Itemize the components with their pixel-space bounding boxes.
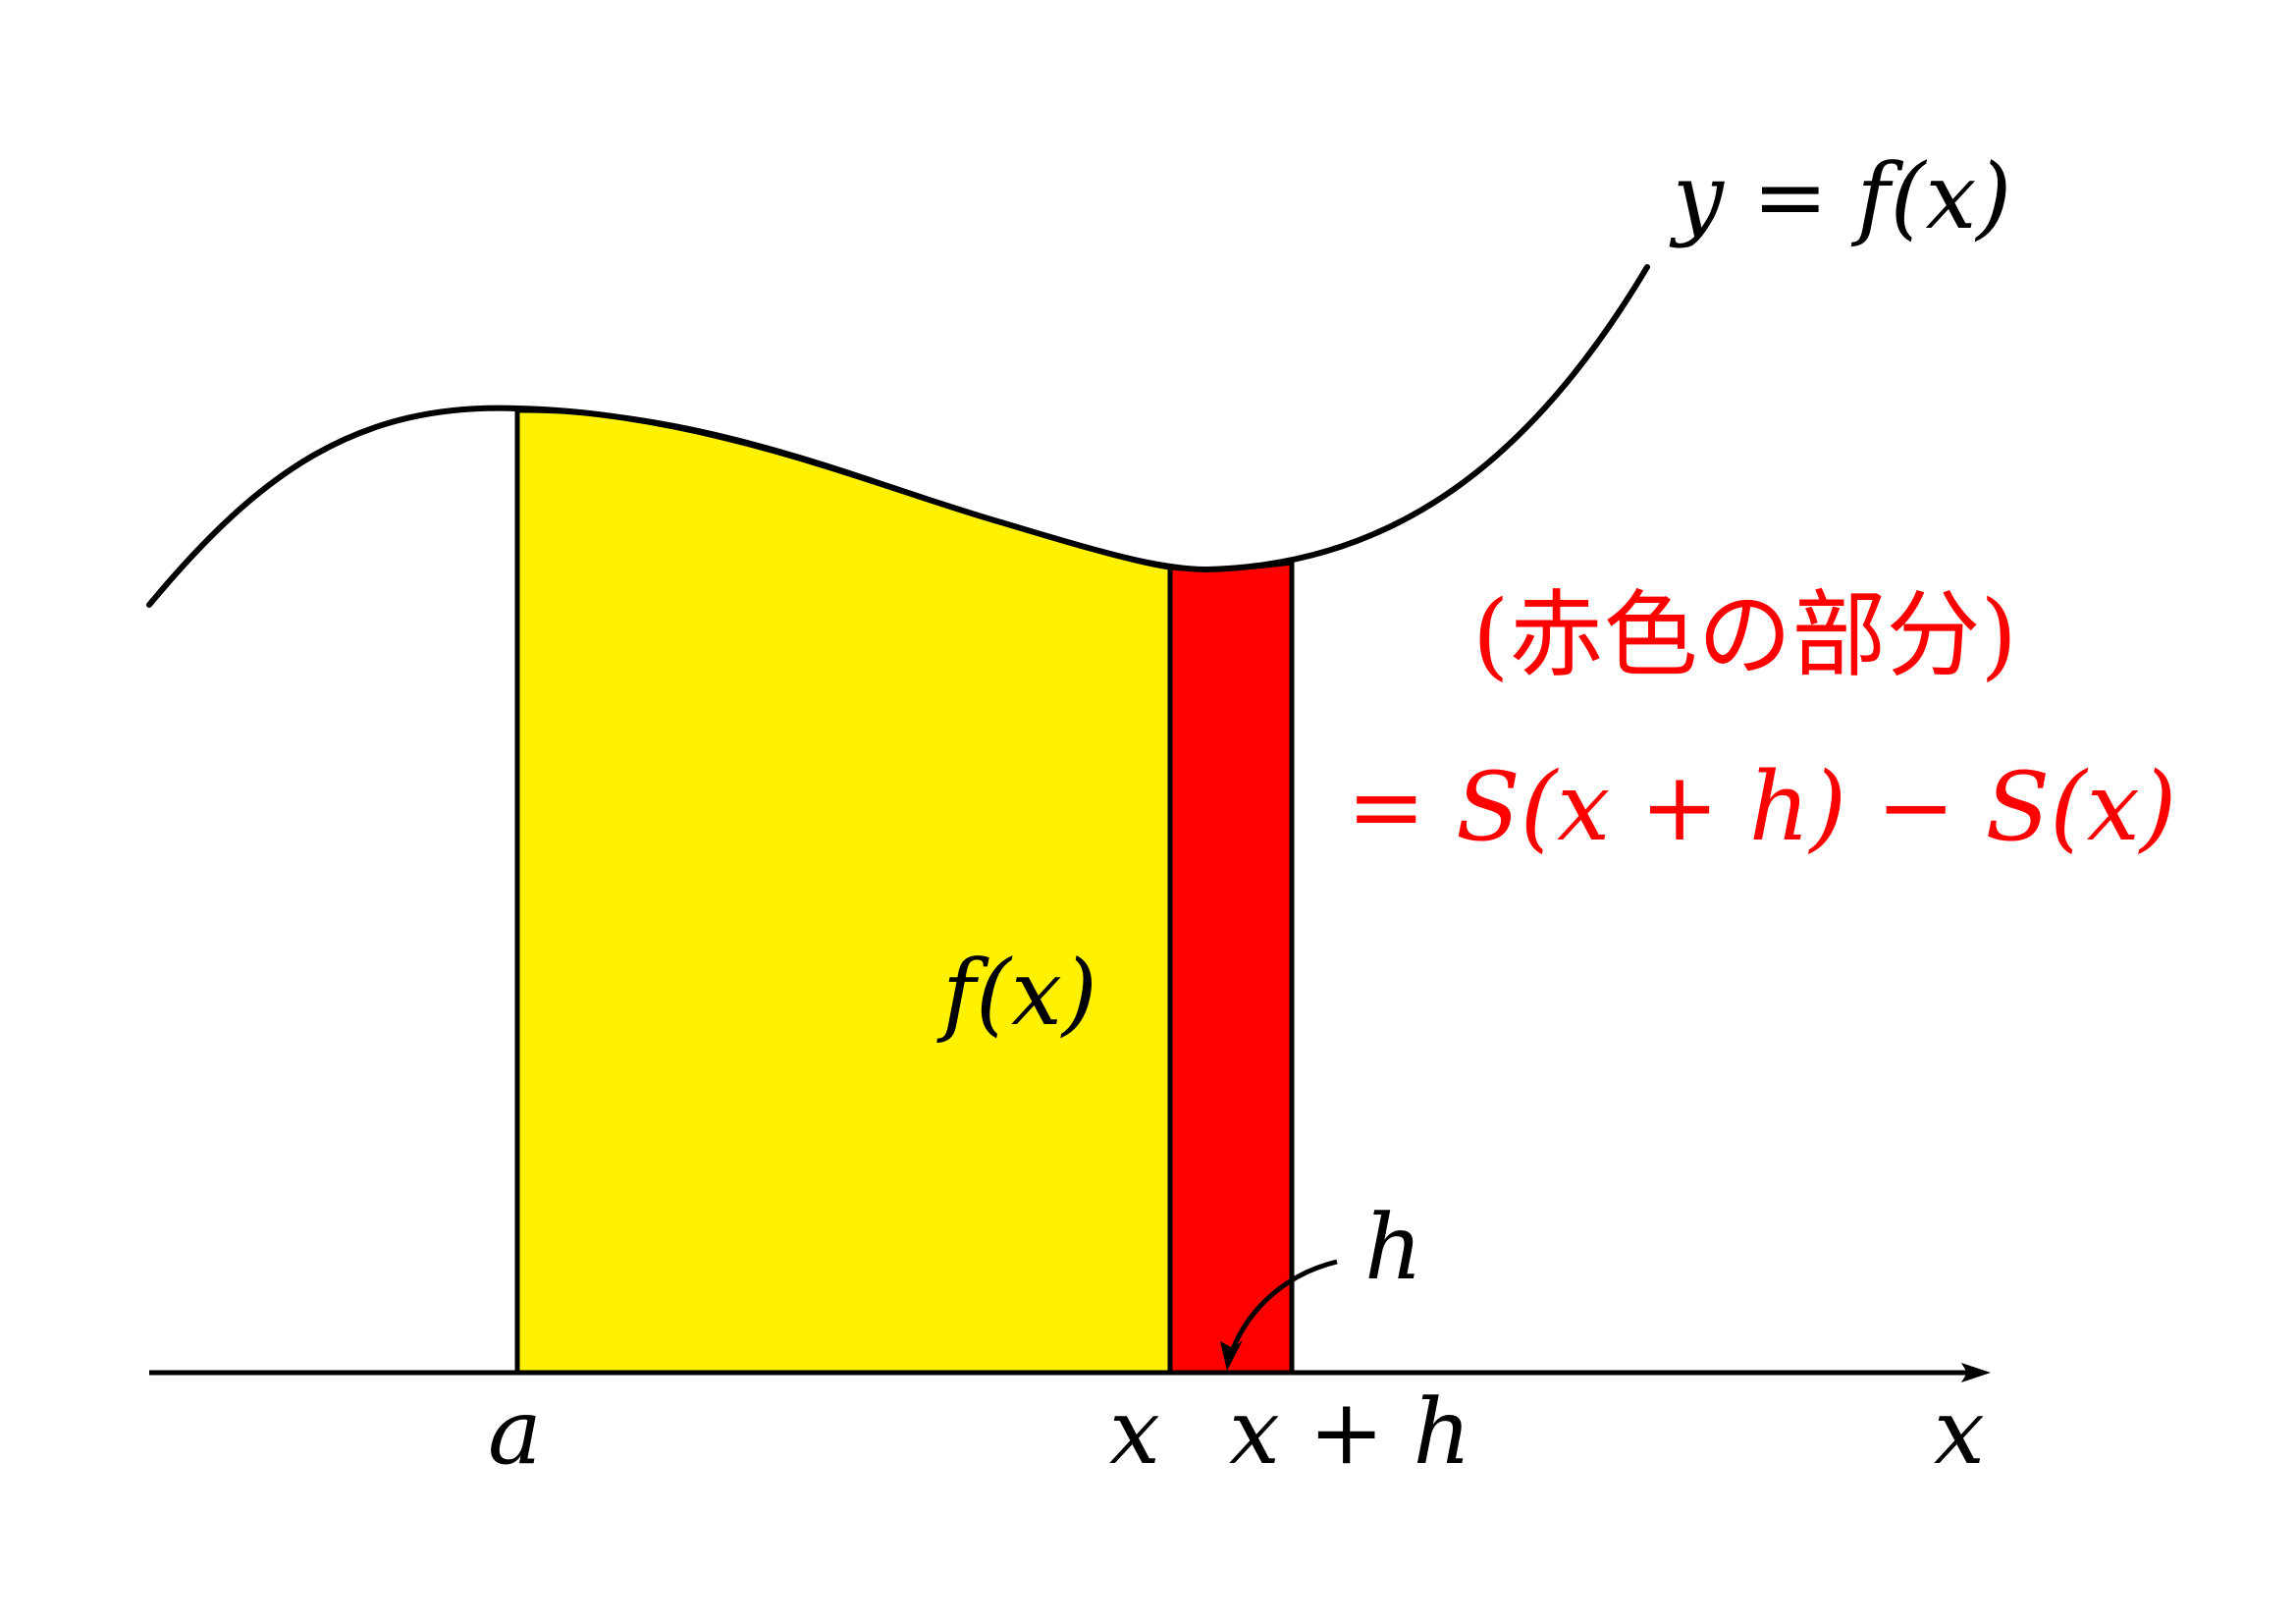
- function-curve: [146, 264, 1650, 608]
- curve-label: y = f(x): [1669, 144, 2011, 249]
- tick-label-a: a: [488, 1380, 542, 1485]
- axis-label-x: x: [1934, 1380, 1985, 1485]
- width-label: h: [1364, 1195, 1422, 1300]
- tick-label-x: x: [1109, 1380, 1160, 1485]
- red-strip-region: [1167, 560, 1295, 1376]
- height-label: f(x): [936, 941, 1097, 1046]
- h-pointer-arrowhead: [1220, 1340, 1243, 1371]
- x-axis-arrowhead: [1961, 1363, 1991, 1382]
- yellow-area-region: [514, 407, 1173, 1376]
- tick-label-x-plus-h: x + h: [1229, 1380, 1471, 1485]
- h-pointer-arrow: [1228, 1259, 1338, 1356]
- annotation-line-2: = S(x + h) − S(x): [1347, 752, 2176, 862]
- annotation-line-1: (赤色の部分): [1472, 580, 2017, 690]
